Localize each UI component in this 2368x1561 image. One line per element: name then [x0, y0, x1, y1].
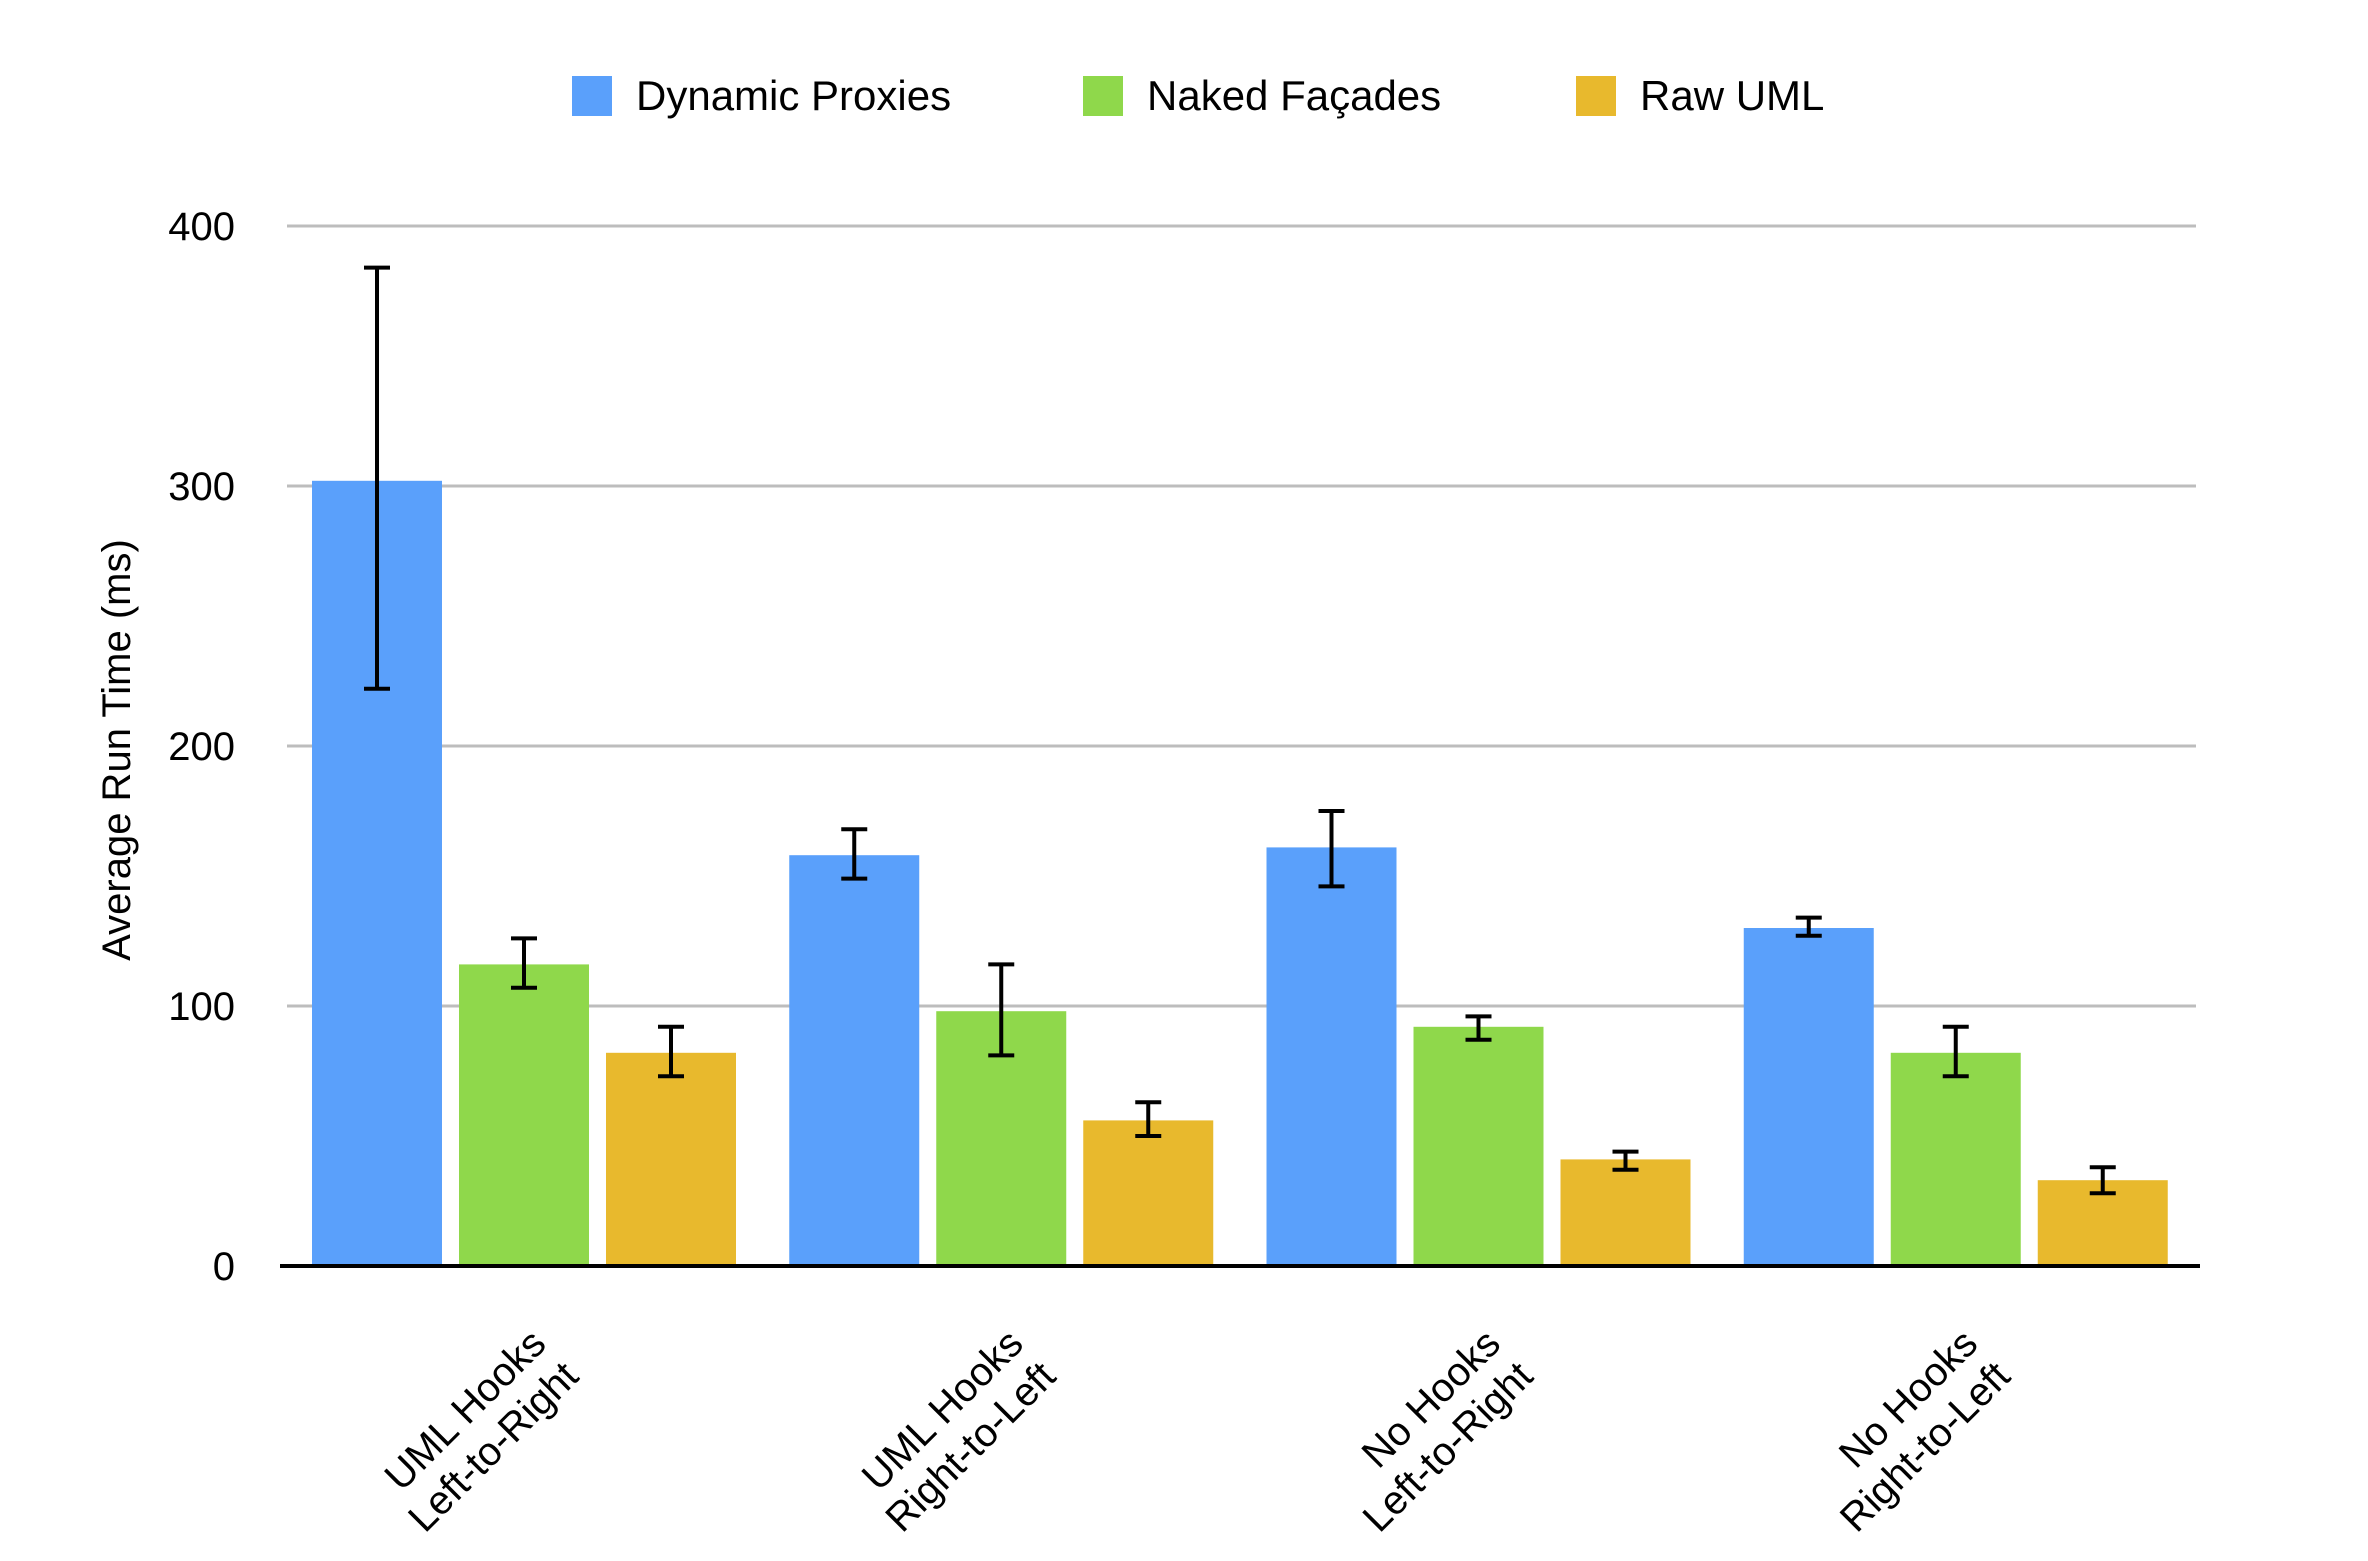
- error-bar: [1465, 1014, 1492, 1042]
- error-bar: [1135, 1100, 1162, 1138]
- bar: [1560, 1159, 1691, 1266]
- y-tick-label: 300: [168, 465, 235, 509]
- x-tick-label: No HooksRight-to-Left: [1799, 1321, 2018, 1540]
- x-tick-label: UML HooksRight-to-Left: [845, 1321, 1064, 1540]
- bar: [1743, 928, 1874, 1266]
- legend-label: Dynamic Proxies: [636, 72, 951, 119]
- x-tick-label: No HooksLeft-to-Right: [1322, 1321, 1541, 1540]
- error-bar: [2089, 1165, 2116, 1196]
- error-bar: [1942, 1024, 1969, 1079]
- error-bar: [511, 936, 537, 990]
- error-bar: [1795, 915, 1822, 938]
- bar: [1083, 1120, 1214, 1266]
- error-bar: [1612, 1149, 1639, 1172]
- bar: [789, 855, 920, 1266]
- y-tick-label: 400: [168, 205, 235, 249]
- x-tick-label: UML HooksLeft-to-Right: [368, 1321, 587, 1540]
- legend: Dynamic Proxies Naked Façades Raw UML: [572, 72, 1824, 119]
- error-bar: [988, 962, 1015, 1058]
- bar: [1413, 1026, 1544, 1266]
- y-tick-label: 100: [168, 985, 235, 1029]
- gridlines: [287, 224, 2196, 1008]
- error-bar: [658, 1024, 684, 1079]
- x-axis: UML HooksLeft-to-Right UML HooksRight-to-…: [280, 1264, 2200, 1541]
- error-bar: [841, 827, 868, 881]
- legend-label: Raw UML: [1640, 72, 1824, 119]
- bar: [1266, 847, 1397, 1266]
- legend-swatch: [1083, 76, 1123, 116]
- y-tick-label: 200: [168, 725, 235, 769]
- error-bars: [364, 265, 2116, 1196]
- legend-swatch: [572, 76, 612, 116]
- bar: [459, 964, 589, 1266]
- legend-swatch: [1576, 76, 1616, 116]
- y-tick-label: 0: [213, 1245, 235, 1289]
- y-axis: 0 100 200 300 400: [168, 205, 235, 1289]
- bar: [606, 1052, 736, 1266]
- error-bar: [364, 265, 390, 691]
- y-axis-label: Average Run Time (ms): [95, 539, 139, 961]
- bars: [312, 480, 2168, 1266]
- error-bar: [1318, 809, 1345, 889]
- legend-label: Naked Façades: [1147, 72, 1441, 119]
- bar: [1890, 1052, 2021, 1266]
